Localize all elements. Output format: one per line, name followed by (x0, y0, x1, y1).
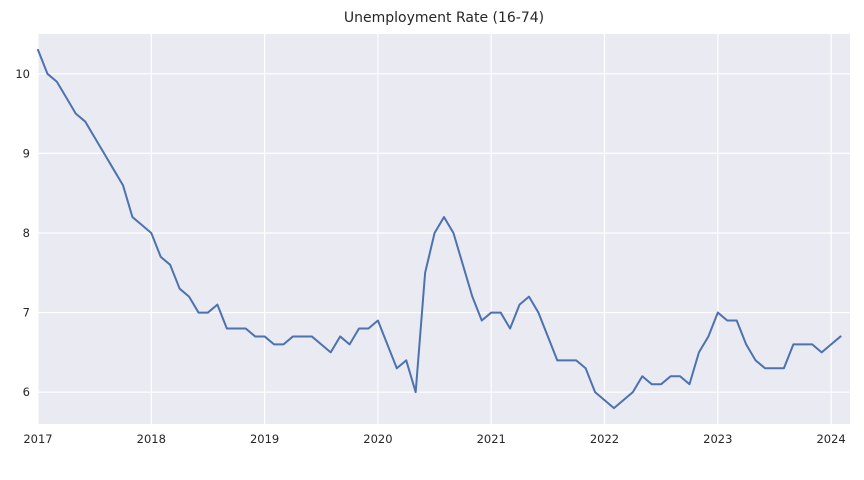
y-tick-label: 9 (23, 146, 30, 160)
y-tick-label: 7 (23, 306, 30, 320)
x-tick-label: 2018 (137, 432, 166, 446)
x-tick-label: 2023 (703, 432, 732, 446)
x-tick-label: 2020 (363, 432, 392, 446)
y-tick-label: 8 (23, 226, 30, 240)
y-tick-label: 10 (15, 67, 30, 81)
x-tick-label: 2021 (477, 432, 506, 446)
gridlines (37, 34, 850, 424)
x-tick-label: 2022 (590, 432, 619, 446)
series-layer (37, 48, 842, 410)
chart-title: Unemployment Rate (16-74) (343, 10, 545, 26)
plot-area (38, 34, 850, 424)
x-tick-label: 2019 (250, 432, 279, 446)
series-line (37, 48, 842, 410)
x-tick-label: 2017 (23, 432, 52, 446)
x-axis: 2017 2018 2019 2020 2021 2022 2023 2024 (23, 432, 845, 446)
y-tick-label: 6 (23, 385, 30, 399)
x-tick-label: 2024 (816, 432, 845, 446)
y-axis: 6 7 8 9 10 (15, 67, 30, 399)
